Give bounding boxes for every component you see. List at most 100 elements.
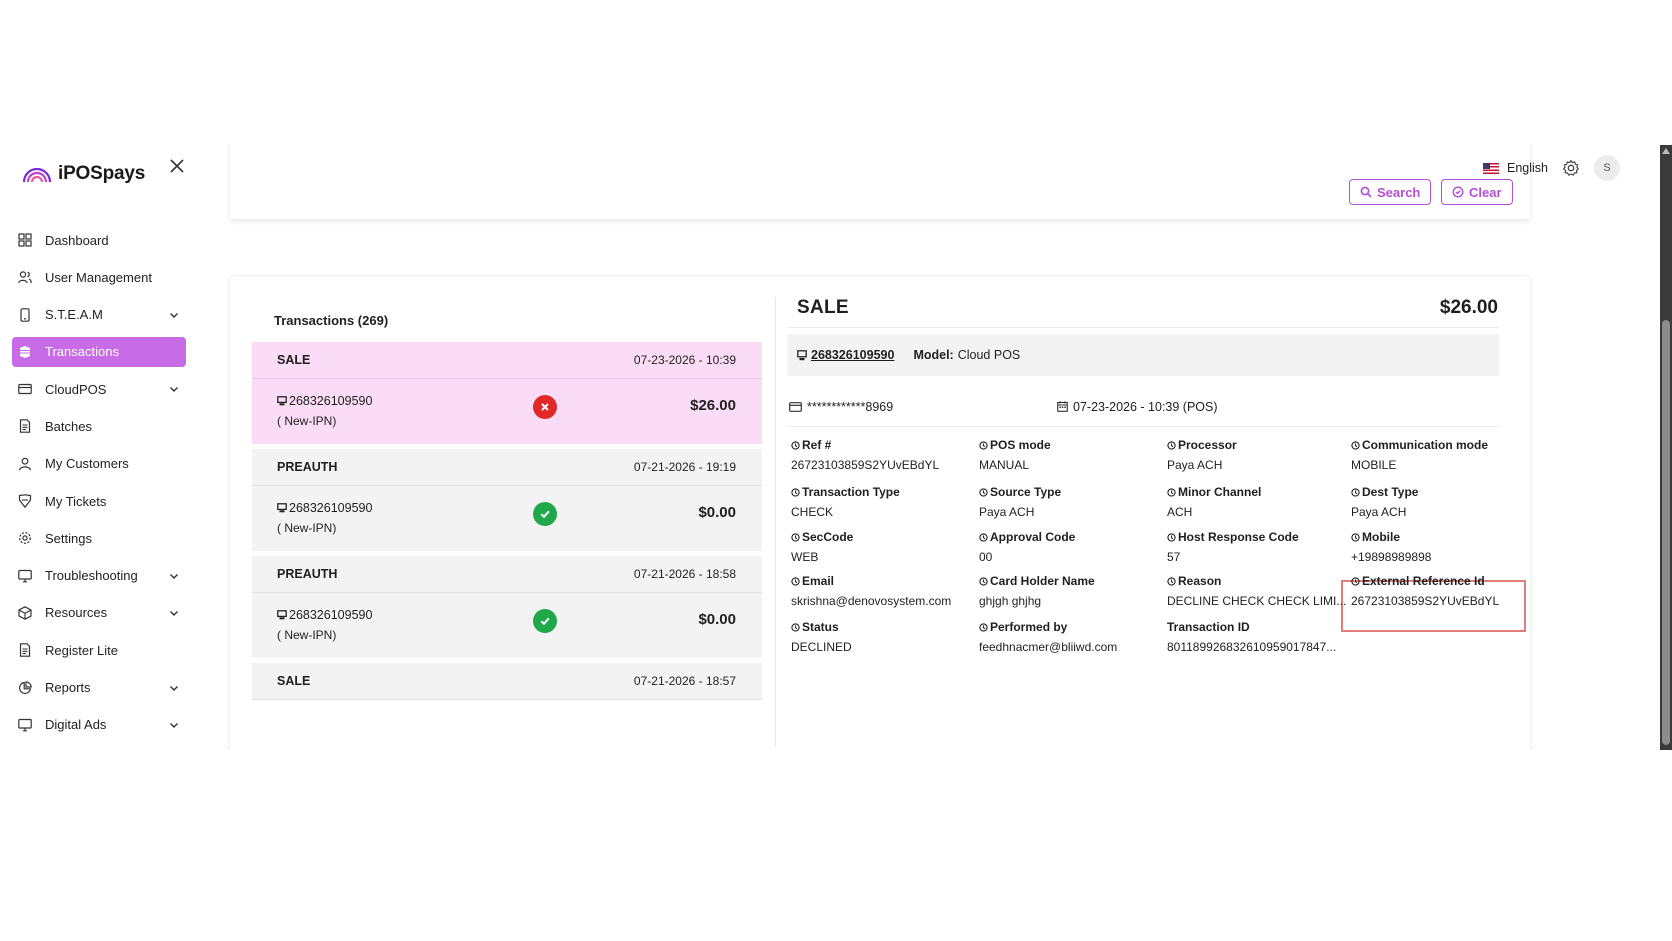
- transaction-amount: $0.00: [698, 504, 736, 521]
- field-label-text: Processor: [1178, 438, 1237, 452]
- sidebar-item-cloudpos[interactable]: CloudPOS: [12, 374, 186, 404]
- chevron-down-icon[interactable]: [168, 607, 180, 619]
- field-label: Processor: [1167, 438, 1357, 452]
- field-label: Minor Channel: [1167, 485, 1357, 499]
- transaction-terminal-id: 268326109590: [277, 394, 736, 408]
- field-host-response-code: Host Response Code 57: [1167, 530, 1357, 564]
- reason-icon: [1167, 576, 1176, 586]
- user-avatar[interactable]: S: [1594, 155, 1620, 181]
- model-value: Cloud POS: [957, 348, 1021, 362]
- transaction-date: 07-21-2026 - 18:58: [633, 567, 736, 581]
- chevron-down-icon[interactable]: [168, 383, 180, 395]
- field-value: ghjgh ghjhg: [979, 594, 1042, 608]
- field-source-type: Source Type Paya ACH: [979, 485, 1169, 519]
- field-ref: Ref # 26723103859S2YUvEBdYL: [791, 438, 981, 472]
- close-sidebar-button[interactable]: [168, 157, 186, 175]
- sidebar-item-user-management[interactable]: User Management: [12, 262, 186, 292]
- field-label: Transaction Type: [791, 485, 981, 499]
- field-label-text: Transaction ID: [1167, 620, 1250, 634]
- field-label: Card Holder Name: [979, 574, 1169, 588]
- clear-button[interactable]: Clear: [1441, 179, 1513, 205]
- transaction-list-item[interactable]: PREAUTH 07-21-2026 - 19:19 268326109590 ( N…: [252, 449, 762, 551]
- field-label: Transaction ID: [1167, 620, 1357, 634]
- transaction-body: 268326109590 ( New-IPN) $0.00: [252, 593, 762, 658]
- sidebar-item-register-lite[interactable]: Register Lite: [12, 635, 186, 665]
- pos-mode-icon: [979, 440, 988, 450]
- chevron-down-icon[interactable]: [168, 570, 180, 582]
- calendar-icon: [1057, 401, 1068, 412]
- field-label: Reason: [1167, 574, 1357, 588]
- sidebar-item-settings[interactable]: Settings: [12, 523, 186, 553]
- field-label-text: Ref #: [802, 438, 832, 452]
- status-icon: [791, 622, 800, 632]
- datetime-value: 07-23-2026 - 10:39 (POS): [1073, 399, 1218, 414]
- transaction-list-item[interactable]: SALE 07-23-2026 - 10:39 268326109590 ( New-…: [252, 342, 762, 444]
- user-icon: [18, 457, 32, 471]
- rainbow-logo-icon: [22, 167, 52, 183]
- field-label: Mobile: [1351, 530, 1541, 544]
- sidebar-item-my-customers[interactable]: My Customers: [12, 449, 186, 479]
- gear-icon: [18, 531, 32, 545]
- monitor-icon: [18, 569, 32, 583]
- sidebar-item-label: My Tickets: [45, 493, 107, 509]
- sidebar-item-troubleshooting[interactable]: Troubleshooting: [12, 561, 186, 591]
- highlight-box: [1341, 580, 1526, 632]
- performed-by-icon: [979, 622, 988, 632]
- transaction-amount: $0.00: [698, 611, 736, 628]
- transaction-source: ( New-IPN): [277, 628, 337, 642]
- field-value: skrishna@denovosystem.com: [791, 594, 952, 608]
- field-label-text: SecCode: [802, 530, 854, 544]
- field-performed-by: Performed by feedhnacmer@bliiwd.com: [979, 620, 1169, 654]
- terminal-id-link[interactable]: 268326109590: [797, 348, 894, 362]
- transaction-header: SALE 07-23-2026 - 10:39: [252, 342, 762, 379]
- search-button[interactable]: Search: [1349, 179, 1432, 205]
- field-value: WEB: [791, 550, 819, 564]
- chevron-down-icon[interactable]: [168, 309, 180, 321]
- field-label: SecCode: [791, 530, 981, 544]
- brand-logo[interactable]: iPOSpays: [22, 163, 145, 185]
- chevron-down-icon[interactable]: [168, 719, 180, 731]
- monitor-icon: [18, 718, 32, 732]
- field-value: DECLINE CHECK CHECK LIMI...: [1167, 594, 1347, 608]
- transactions-list: SALE 07-23-2026 - 10:39 268326109590 ( New-…: [252, 342, 762, 705]
- transaction-body: 268326109590 ( New-IPN) $26.00: [252, 379, 762, 444]
- sidebar-nav: Dashboard User Management S.T.E.A.M Transac…: [12, 225, 186, 747]
- field-value: Paya ACH: [1167, 458, 1223, 472]
- field-value: 57: [1167, 550, 1181, 564]
- transaction-list-item[interactable]: SALE 07-21-2026 - 18:57: [252, 663, 762, 700]
- settings-gear-icon[interactable]: [1562, 159, 1580, 177]
- document-icon: [18, 643, 32, 658]
- sidebar-item-label: S.T.E.A.M: [45, 307, 103, 323]
- field-processor: Processor Paya ACH: [1167, 438, 1357, 472]
- field-label-text: Host Response Code: [1178, 530, 1299, 544]
- scroll-thumb[interactable]: [1662, 320, 1670, 745]
- sidebar-item-label: CloudPOS: [45, 381, 107, 397]
- scroll-up-arrow[interactable]: [1662, 148, 1670, 154]
- field-email: Email skrishna@denovosystem.com: [791, 574, 981, 608]
- field-value: 26723103859S2YUvEBdYL: [791, 458, 940, 472]
- terminal-id-text: 268326109590: [289, 501, 373, 515]
- language-selector[interactable]: English: [1483, 161, 1548, 175]
- sidebar-item-digital-ads[interactable]: Digital Ads: [12, 710, 186, 740]
- sidebar-item-s-t-e-a-m[interactable]: S.T.E.A.M: [12, 300, 186, 330]
- sidebar-item-label: Transactions: [45, 344, 119, 360]
- transaction-list-item[interactable]: PREAUTH 07-21-2026 - 18:58 268326109590 ( N…: [252, 556, 762, 658]
- sidebar-item-label: Digital Ads: [45, 717, 107, 733]
- sidebar-item-my-tickets[interactable]: My Tickets: [12, 486, 186, 516]
- sidebar-item-resources[interactable]: Resources: [12, 598, 186, 628]
- sidebar-item-dashboard[interactable]: Dashboard: [12, 225, 186, 255]
- sidebar-item-reports[interactable]: Reports: [12, 673, 186, 703]
- main-content: Search Clear English S: [200, 145, 1660, 750]
- sidebar-item-batches[interactable]: Batches: [12, 411, 186, 441]
- transaction-header: SALE 07-21-2026 - 18:57: [252, 663, 762, 700]
- sidebar-item-transactions[interactable]: Transactions: [12, 336, 186, 367]
- processor-icon: [1167, 440, 1176, 450]
- chevron-down-icon[interactable]: [168, 682, 180, 694]
- users-icon: [18, 270, 32, 284]
- field-label: Approval Code: [979, 530, 1169, 544]
- page-scrollbar[interactable]: [1660, 145, 1672, 750]
- sidebar-item-label: My Customers: [45, 456, 129, 472]
- card-icon: [18, 382, 32, 396]
- box-icon: [18, 606, 32, 620]
